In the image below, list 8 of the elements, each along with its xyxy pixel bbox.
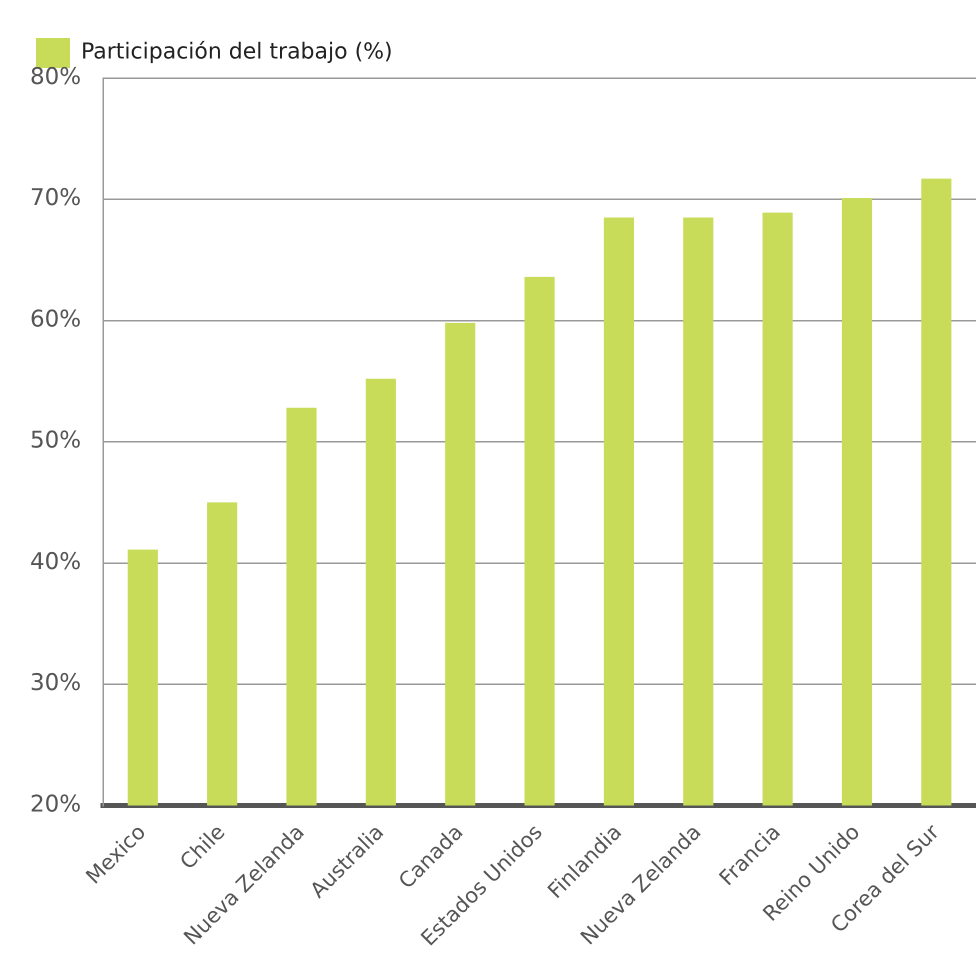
y-tick-label: 20%	[30, 791, 82, 818]
legend-label: Participación del trabajo (%)	[81, 40, 393, 65]
y-tick-label: 50%	[30, 428, 82, 454]
y-tick-label: 40%	[30, 548, 82, 575]
y-tick-label: 70%	[30, 185, 82, 212]
y-tick-label: 30%	[30, 670, 82, 696]
y-tick-label: 60%	[30, 306, 82, 332]
y-tick-label: 80%	[30, 64, 82, 90]
